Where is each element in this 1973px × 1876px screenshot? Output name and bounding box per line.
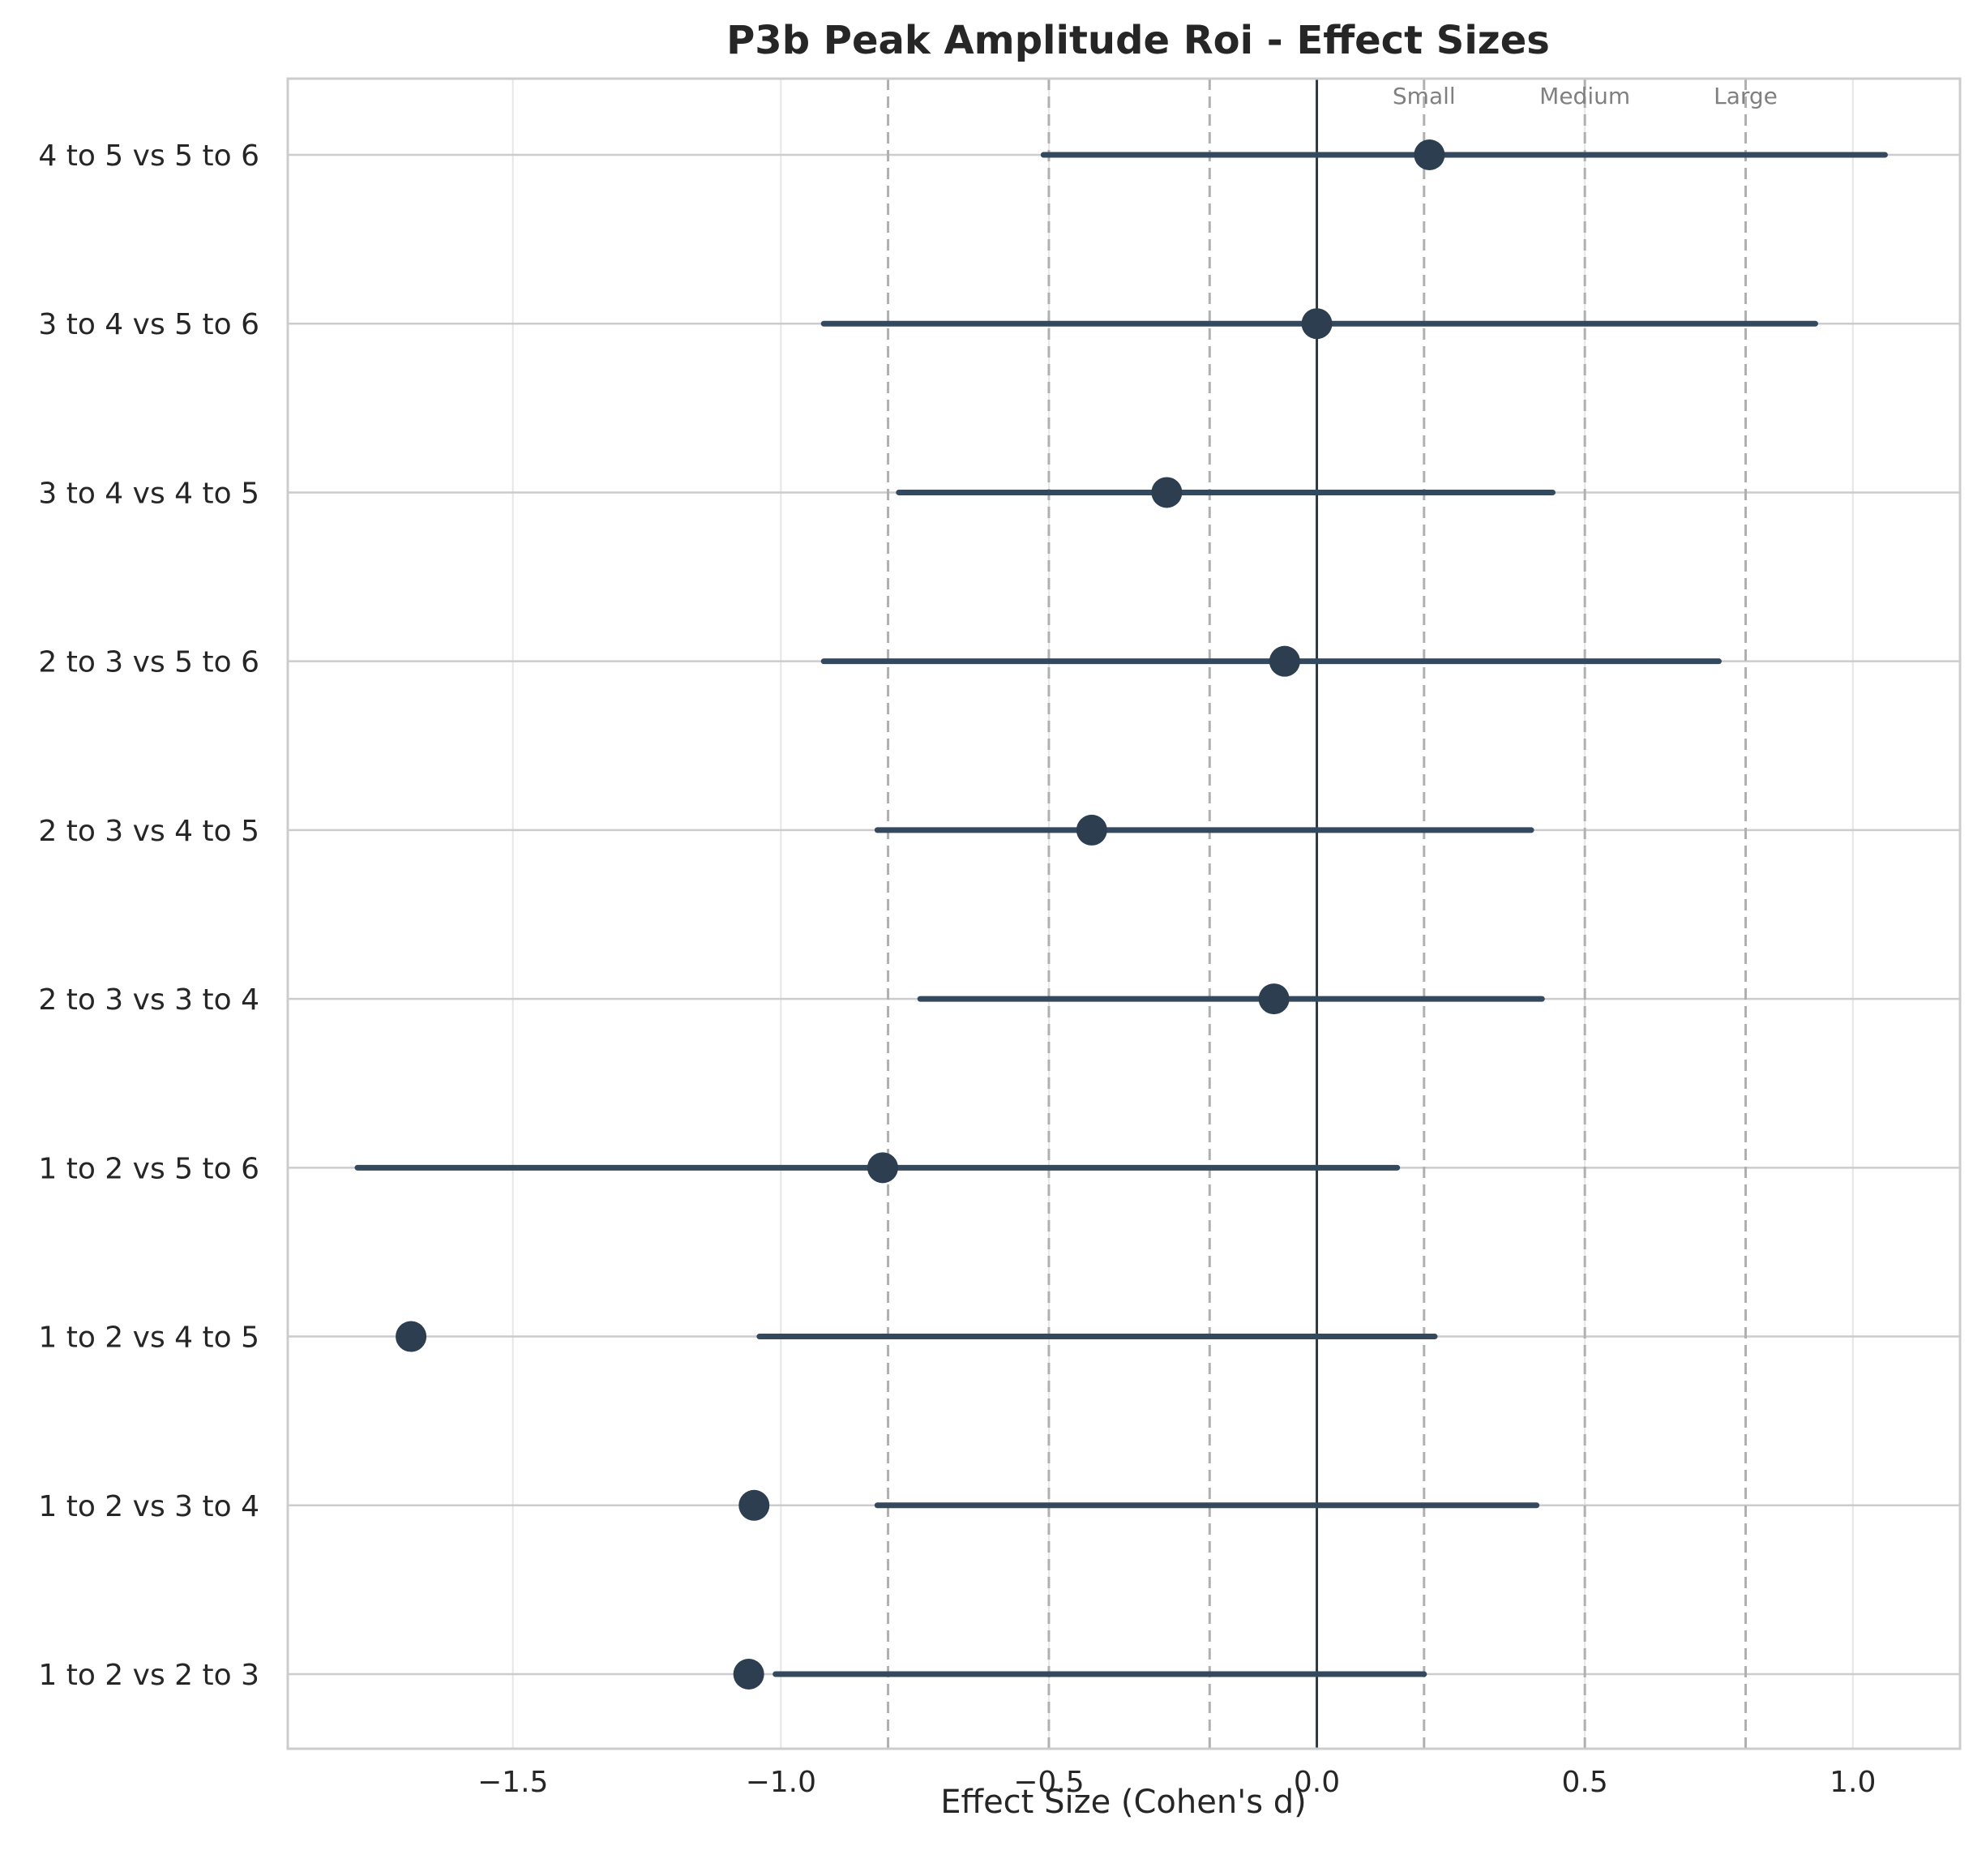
effect-point <box>1151 477 1183 508</box>
chart-title: P3b Peak Amplitude Roi - Effect Sizes <box>726 18 1550 63</box>
y-tick-label: 2 to 3 vs 3 to 4 <box>38 983 259 1017</box>
effect-point <box>738 1489 770 1521</box>
y-tick-label: 3 to 4 vs 5 to 6 <box>38 308 259 341</box>
y-tick-label: 3 to 4 vs 4 to 5 <box>38 477 259 510</box>
reference-label: Small <box>1393 83 1456 109</box>
x-axis-label: Effect Size (Cohen's d) <box>940 1784 1307 1821</box>
x-tick-label: 0.5 <box>1562 1766 1608 1799</box>
effect-point <box>1258 983 1290 1015</box>
x-tick-label: −1.5 <box>477 1766 548 1799</box>
effect-point <box>396 1321 427 1352</box>
plot-frame <box>286 77 1962 1750</box>
y-tick-label: 2 to 3 vs 4 to 5 <box>38 815 259 848</box>
effect-point <box>1269 645 1300 677</box>
y-tick-label: 1 to 2 vs 4 to 5 <box>38 1321 259 1355</box>
y-tick-label: 1 to 2 vs 3 to 4 <box>38 1490 259 1523</box>
effect-point <box>733 1659 764 1690</box>
y-tick-label: 1 to 2 vs 2 to 3 <box>38 1659 259 1692</box>
effect-point <box>867 1152 898 1184</box>
effect-point <box>1301 308 1333 340</box>
x-tick-label: 1.0 <box>1830 1766 1876 1799</box>
effect-point <box>1076 814 1107 846</box>
plot-area: Small Medium Large 4 to 5 vs 5 to 6 3 to 4 v… <box>38 77 1962 1799</box>
effect-point <box>1414 139 1445 170</box>
reference-label: Medium <box>1539 83 1630 109</box>
y-tick-label: 2 to 3 vs 5 to 6 <box>38 646 259 679</box>
y-tick-label: 4 to 5 vs 5 to 6 <box>38 139 259 173</box>
y-tick-label: 1 to 2 vs 5 to 6 <box>38 1152 259 1185</box>
x-tick-label: 0.0 <box>1294 1766 1340 1799</box>
x-tick-label: −0.5 <box>1013 1766 1084 1799</box>
x-tick-label: −1.0 <box>746 1766 816 1799</box>
reference-label: Large <box>1714 83 1778 109</box>
